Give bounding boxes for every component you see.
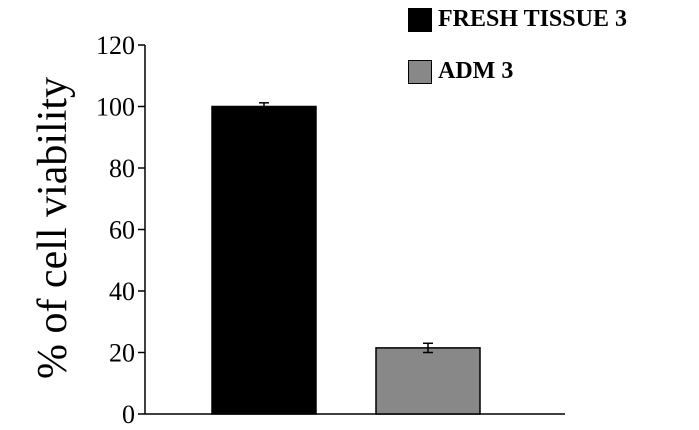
y-tick-label: 0 [122,400,135,429]
legend-item-adm-3: ADM 3 [408,58,698,85]
legend-label-adm-3: ADM 3 [438,58,514,84]
y-tick-label: 20 [109,339,135,368]
y-tick-label: 60 [109,216,135,245]
y-tick-label: 80 [109,154,135,183]
legend-label-fresh-tissue-3: FRESH TISSUE 3 [438,6,627,32]
y-axis: 0 20 40 60 80 100 120 [96,31,146,429]
legend-swatch-adm-3 [408,59,432,84]
legend-swatch-fresh-tissue-3 [408,7,432,32]
bar [211,105,317,415]
y-axis-label: % of cell viability [30,77,76,379]
bar [375,347,481,415]
y-tick-label: 100 [96,93,135,122]
y-tick-label: 40 [109,277,135,306]
legend-item-fresh-tissue-3: FRESH TISSUE 3 [408,6,698,33]
error-bars [259,102,433,354]
y-tick-label: 120 [96,31,135,60]
bars [211,105,481,415]
